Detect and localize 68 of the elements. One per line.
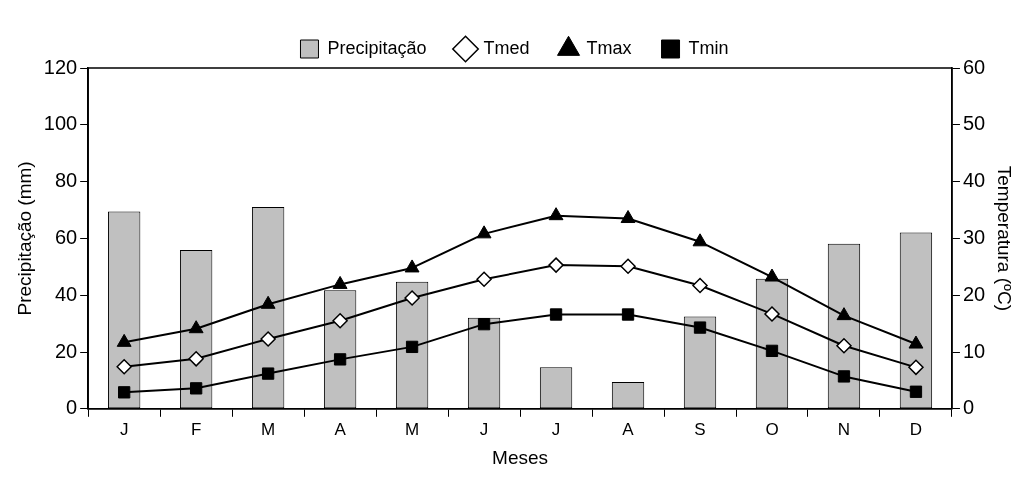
point xyxy=(118,386,131,399)
point xyxy=(476,225,492,239)
y2-tick-label: 40 xyxy=(962,169,986,192)
x-tick-label: M xyxy=(261,419,276,439)
point xyxy=(188,351,204,367)
point xyxy=(836,338,852,354)
point xyxy=(189,382,203,395)
point xyxy=(549,308,563,321)
point xyxy=(476,271,492,288)
y2-tick-label: 10 xyxy=(962,339,986,362)
x-tick-label: O xyxy=(765,419,779,439)
x-tick-label: F xyxy=(190,419,202,439)
point xyxy=(332,275,348,289)
legend-label: Tmax xyxy=(586,37,632,58)
point xyxy=(404,259,420,273)
x-tick-label: J xyxy=(119,419,129,439)
point xyxy=(620,210,636,224)
x-tick-label: N xyxy=(837,419,851,439)
x-tick-label: A xyxy=(334,419,347,439)
point xyxy=(693,321,707,334)
legend-label: Precipitação xyxy=(327,37,427,58)
point xyxy=(260,331,276,347)
point xyxy=(621,308,635,321)
y2-tick-label: 50 xyxy=(962,112,986,135)
y-tick-label: 40 xyxy=(54,282,78,305)
y-tick-label: 100 xyxy=(43,112,78,135)
point xyxy=(620,258,636,274)
x-tick-label: M xyxy=(405,419,420,439)
point xyxy=(548,257,564,273)
x-tick-label: J xyxy=(551,419,561,439)
point xyxy=(764,306,780,322)
legend-label: Tmed xyxy=(483,37,530,58)
x-axis-title: Meses xyxy=(492,446,549,468)
point xyxy=(908,359,924,376)
point xyxy=(836,307,852,321)
y-tick-label: 80 xyxy=(54,169,78,192)
y2-tick-label: 20 xyxy=(962,282,986,305)
x-tick-label: A xyxy=(622,419,635,439)
point xyxy=(477,318,491,331)
x-tick-label: J xyxy=(479,419,489,439)
y2-axis-title: Temperatura (ºC) xyxy=(994,165,1016,312)
point xyxy=(837,370,851,383)
point xyxy=(692,233,708,247)
point xyxy=(116,359,132,375)
legend-label: Tmin xyxy=(688,37,729,58)
point xyxy=(548,207,564,221)
y-axis-title: Precipitação (mm) xyxy=(13,161,35,316)
point xyxy=(261,367,275,380)
point xyxy=(764,268,780,282)
point xyxy=(332,313,348,329)
point xyxy=(692,277,708,294)
y2-tick-label: 60 xyxy=(962,55,986,78)
y-tick-label: 120 xyxy=(43,55,78,78)
point xyxy=(908,335,924,349)
point xyxy=(405,340,419,354)
point xyxy=(260,295,276,309)
point xyxy=(765,344,779,358)
point xyxy=(333,353,347,366)
point xyxy=(909,385,923,398)
y-tick-label: 60 xyxy=(54,225,78,248)
point xyxy=(404,290,420,306)
x-tick-label: D xyxy=(909,419,923,439)
x-tick-label: S xyxy=(694,419,706,439)
y2-tick-label: 30 xyxy=(962,225,986,248)
y-tick-label: 20 xyxy=(54,339,78,362)
y2-tick-label: 0 xyxy=(962,396,975,419)
y-tick-label: 0 xyxy=(66,396,78,419)
point xyxy=(188,320,204,334)
